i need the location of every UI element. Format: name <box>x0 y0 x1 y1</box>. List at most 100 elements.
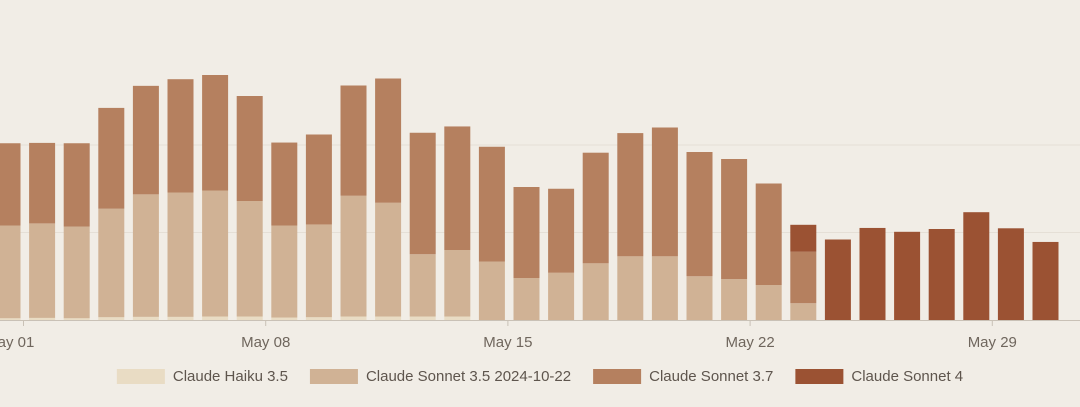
x-tick-label: May 29 <box>968 334 1017 351</box>
bars <box>0 75 1059 320</box>
bar-stack <box>824 239 851 320</box>
bar-stack <box>963 212 990 320</box>
bar-segment <box>202 316 229 320</box>
bar-stack <box>444 126 471 320</box>
bar-stack <box>305 134 332 320</box>
bar-stack <box>790 224 817 320</box>
bar-segment <box>444 126 471 250</box>
bar-segment <box>271 142 298 226</box>
bar-segment <box>29 223 56 318</box>
bar-stack <box>271 142 298 320</box>
bar-segment <box>478 261 505 320</box>
bar-segment <box>0 143 21 226</box>
bar-segment <box>340 85 367 196</box>
bar-segment <box>167 79 194 193</box>
bar-segment <box>202 75 229 191</box>
bar-stack <box>236 96 263 320</box>
bar-segment <box>894 231 921 320</box>
bar-segment <box>478 146 505 262</box>
bar-stack <box>98 107 125 320</box>
bar-segment <box>340 195 367 317</box>
bar-segment <box>548 188 575 273</box>
bar-stack <box>548 188 575 320</box>
legend-item: Claude Sonnet 3.5 2024-10-22 <box>309 368 571 385</box>
x-tick-label: ay 01 <box>0 334 34 351</box>
legend-label: Claude Sonnet 3.5 2024-10-22 <box>366 368 571 385</box>
bar-stack <box>29 142 56 320</box>
bar-segment <box>721 279 748 320</box>
bar-segment <box>98 317 125 320</box>
bar-segment <box>132 316 159 320</box>
bar-segment <box>63 143 90 227</box>
bar-segment <box>582 152 609 264</box>
bar-stack <box>894 231 921 320</box>
bar-segment <box>132 85 159 195</box>
bar-segment <box>29 317 56 320</box>
bar-stack <box>928 229 955 320</box>
bar-stack <box>478 146 505 320</box>
bar-segment <box>617 256 644 320</box>
bar-segment <box>444 250 471 317</box>
bar-segment <box>375 78 402 203</box>
bar-stack <box>651 127 678 320</box>
legend-swatch <box>593 369 642 384</box>
legend-label: Claude Haiku 3.5 <box>173 368 288 385</box>
bar-segment <box>0 225 21 319</box>
bar-segment <box>305 224 332 318</box>
bar-segment <box>375 202 402 317</box>
bar-segment <box>271 225 298 318</box>
bar-segment <box>444 316 471 320</box>
bar-stack <box>409 132 436 320</box>
bar-segment <box>236 96 263 201</box>
bar-segment <box>790 251 817 304</box>
x-tick-label: May 15 <box>483 334 532 351</box>
bar-segment <box>617 133 644 257</box>
x-tick-label: May 08 <box>241 334 290 351</box>
bar-stack <box>755 183 782 320</box>
bar-segment <box>513 278 540 320</box>
bar-segment <box>340 316 367 320</box>
bar-segment <box>271 317 298 320</box>
bar-segment <box>686 152 713 277</box>
bar-segment <box>721 159 748 280</box>
bar-segment <box>548 272 575 320</box>
bar-segment <box>755 285 782 320</box>
bar-segment <box>824 239 851 320</box>
bar-segment <box>202 190 229 317</box>
bar-stack <box>721 159 748 320</box>
bar-segment <box>0 318 21 320</box>
bar-segment <box>305 317 332 320</box>
bar-segment <box>928 229 955 320</box>
bar-stack <box>582 152 609 320</box>
bar-segment <box>98 107 125 209</box>
bar-segment <box>963 212 990 320</box>
bar-segment <box>98 208 125 318</box>
bar-segment <box>63 226 90 319</box>
legend-label: Claude Sonnet 4 <box>851 368 963 385</box>
bar-stack <box>132 85 159 320</box>
bar-segment <box>755 183 782 285</box>
bar-stack <box>859 227 886 320</box>
bar-stack <box>63 143 90 320</box>
bar-segment <box>305 134 332 225</box>
bar-stack <box>997 228 1024 320</box>
bar-segment <box>997 228 1024 320</box>
bar-segment <box>167 192 194 317</box>
bar-segment <box>409 316 436 320</box>
bar-segment <box>513 187 540 278</box>
legend-item: Claude Sonnet 3.7 <box>593 368 773 385</box>
bar-segment <box>236 316 263 320</box>
legend-swatch <box>309 369 358 384</box>
bar-segment <box>1032 241 1059 320</box>
bar-segment <box>29 142 56 224</box>
legend-swatch <box>116 369 165 384</box>
bar-segment <box>132 194 159 317</box>
x-tick-label: May 22 <box>725 334 774 351</box>
bar-segment <box>375 316 402 320</box>
bar-segment <box>790 224 817 252</box>
bar-segment <box>686 276 713 320</box>
bar-stack <box>167 79 194 320</box>
bar-stack <box>375 78 402 320</box>
bar-segment <box>63 318 90 320</box>
